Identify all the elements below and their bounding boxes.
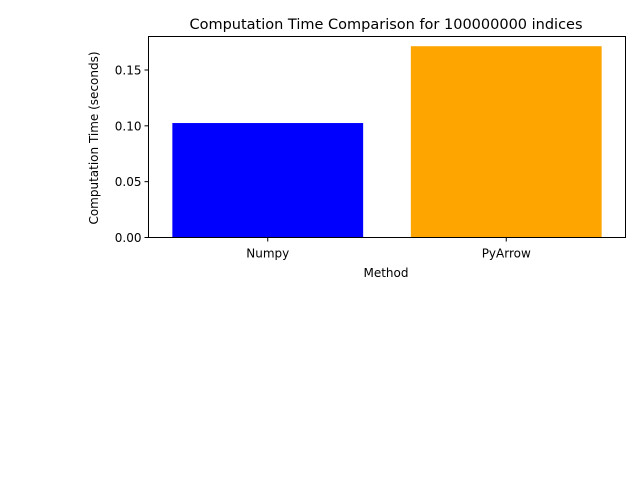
chart-title: Computation Time Comparison for 10000000… [189, 17, 582, 33]
y-tick-label: 0.05 [115, 175, 142, 189]
y-tick-label: 0.10 [115, 119, 142, 133]
bar-numpy [172, 123, 364, 238]
bar-pyarrow [410, 46, 602, 238]
plot-frame [148, 36, 626, 238]
x-tick-label: PyArrow [482, 247, 531, 261]
x-axis-label: Method [363, 266, 408, 280]
x-tick-label: Numpy [246, 247, 289, 261]
x-axis: Numpy PyArrow [246, 237, 531, 261]
y-axis: 0.00 0.05 0.10 0.15 [115, 64, 149, 245]
bars-layer [172, 46, 602, 238]
y-tick-label: 0.15 [115, 64, 142, 78]
y-axis-label: Computation Time (seconds) [87, 51, 101, 224]
y-tick-label: 0.00 [115, 231, 142, 245]
